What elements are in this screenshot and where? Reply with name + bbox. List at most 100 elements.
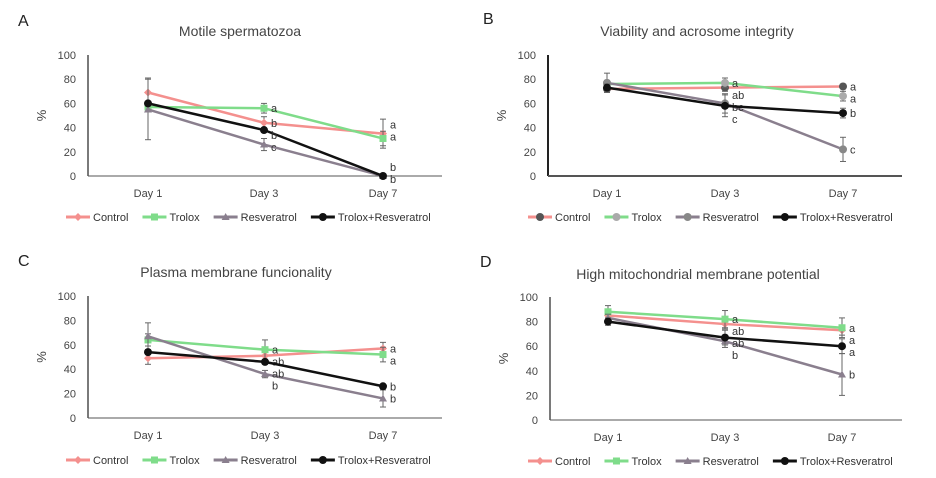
panel-label: B (483, 11, 494, 28)
data-point (721, 315, 729, 323)
chart-title: Viability and acrosome integrity (600, 23, 794, 39)
panel-label: A (18, 13, 29, 30)
y-tick-label: 80 (526, 317, 538, 329)
significance-letter: c (271, 142, 277, 154)
y-tick-label: 20 (64, 147, 76, 159)
significance-letter: ab (732, 90, 744, 102)
data-point (260, 126, 268, 135)
data-point (261, 370, 269, 378)
panel-B: B Viability and acrosome integrity% 0 20 40 6… (483, 11, 902, 224)
series-trolox-resveratrol: c b Trolox+Resveratrol (603, 83, 893, 224)
legend-marker (318, 456, 327, 464)
data-point (839, 109, 847, 118)
significance-letter: a (850, 93, 857, 105)
legend-label: Trolox (169, 455, 200, 467)
x-tick-label: Day 1 (593, 188, 622, 200)
data-point (261, 346, 269, 354)
series-trolox-resveratrol: a b b Trolox+Resveratrol (144, 348, 431, 467)
legend-marker (318, 213, 327, 221)
panel-C: C Plasma membrane funcionality% 0 20 40 60 80 1… (18, 253, 442, 467)
significance-letter: b (271, 130, 277, 142)
legend-label: Resveratrol (703, 456, 759, 468)
legend-marker (612, 213, 621, 221)
significance-letter: b (390, 162, 396, 174)
legend-label: Trolox+Resveratrol (800, 212, 893, 224)
y-axis-label: % (34, 109, 49, 121)
significance-letter: a (849, 335, 856, 347)
legend-marker (150, 456, 158, 464)
series-line (147, 108, 384, 178)
data-point (379, 172, 387, 180)
significance-letter: a (390, 343, 397, 355)
legend-label: Control (555, 456, 590, 468)
significance-letter: ab (732, 326, 744, 338)
series-resveratrol: b b Resveratrol (604, 313, 855, 468)
x-tick-label: Day 7 (369, 430, 398, 442)
series-control: b a Control (66, 77, 397, 224)
legend-label: Control (93, 212, 128, 224)
legend-label: Trolox (631, 456, 662, 468)
data-point (839, 82, 847, 91)
data-point (379, 351, 387, 359)
data-point (839, 145, 847, 154)
y-tick-label: 80 (64, 315, 76, 327)
significance-letter: b (272, 381, 278, 393)
chart-title: Plasma membrane funcionality (140, 264, 331, 280)
y-tick-label: 0 (532, 415, 538, 427)
legend-marker (150, 213, 158, 221)
data-point (721, 333, 729, 342)
significance-letter: b (271, 118, 277, 130)
panel-A: A Motile spermatozoa% 0 20 40 60 80 100 Day 1 Day… (18, 13, 442, 224)
legend-label: Trolox+Resveratrol (338, 455, 431, 467)
data-point (721, 78, 729, 87)
data-point (379, 382, 387, 391)
y-tick-label: 80 (64, 74, 76, 86)
data-point (603, 83, 611, 92)
series-control: ab a Control (528, 81, 857, 224)
legend-label: Resveratrol (241, 212, 297, 224)
data-point (838, 370, 846, 378)
y-tick-label: 60 (524, 98, 536, 110)
y-tick-label: 20 (526, 390, 538, 402)
legend-marker (221, 213, 230, 220)
significance-letter: a (272, 345, 279, 357)
legend-label: Control (555, 212, 590, 224)
significance-letter: b (849, 369, 855, 381)
significance-letter: c (732, 114, 738, 126)
significance-letter: b (390, 174, 396, 186)
panel-label: D (480, 254, 492, 271)
significance-letter: b (732, 350, 738, 362)
data-point (379, 134, 387, 142)
legend-marker (683, 457, 692, 464)
panel-D: D High mitochondrial membrane potential% 0… (480, 254, 902, 468)
x-tick-label: Day 1 (594, 432, 623, 444)
y-tick-label: 40 (526, 366, 538, 378)
x-tick-label: Day 3 (250, 188, 279, 200)
significance-letter: a (390, 132, 397, 144)
y-axis-label: % (496, 352, 511, 364)
significance-letter: a (732, 314, 739, 326)
y-tick-label: 60 (64, 98, 76, 110)
data-point (721, 101, 729, 110)
significance-letter: a (850, 81, 857, 93)
y-tick-label: 40 (524, 123, 536, 135)
y-tick-label: 0 (530, 171, 536, 183)
x-tick-label: Day 1 (134, 188, 163, 200)
significance-letter: b (390, 393, 396, 405)
chart-title: Motile spermatozoa (179, 23, 301, 39)
y-tick-label: 60 (526, 341, 538, 353)
x-tick-label: Day 3 (711, 188, 740, 200)
y-tick-label: 100 (58, 291, 76, 303)
x-tick-label: Day 7 (829, 188, 858, 200)
legend-label: Resveratrol (703, 212, 759, 224)
legend-marker (612, 457, 620, 465)
chart-title: High mitochondrial membrane potential (576, 266, 820, 282)
data-point (838, 324, 846, 332)
